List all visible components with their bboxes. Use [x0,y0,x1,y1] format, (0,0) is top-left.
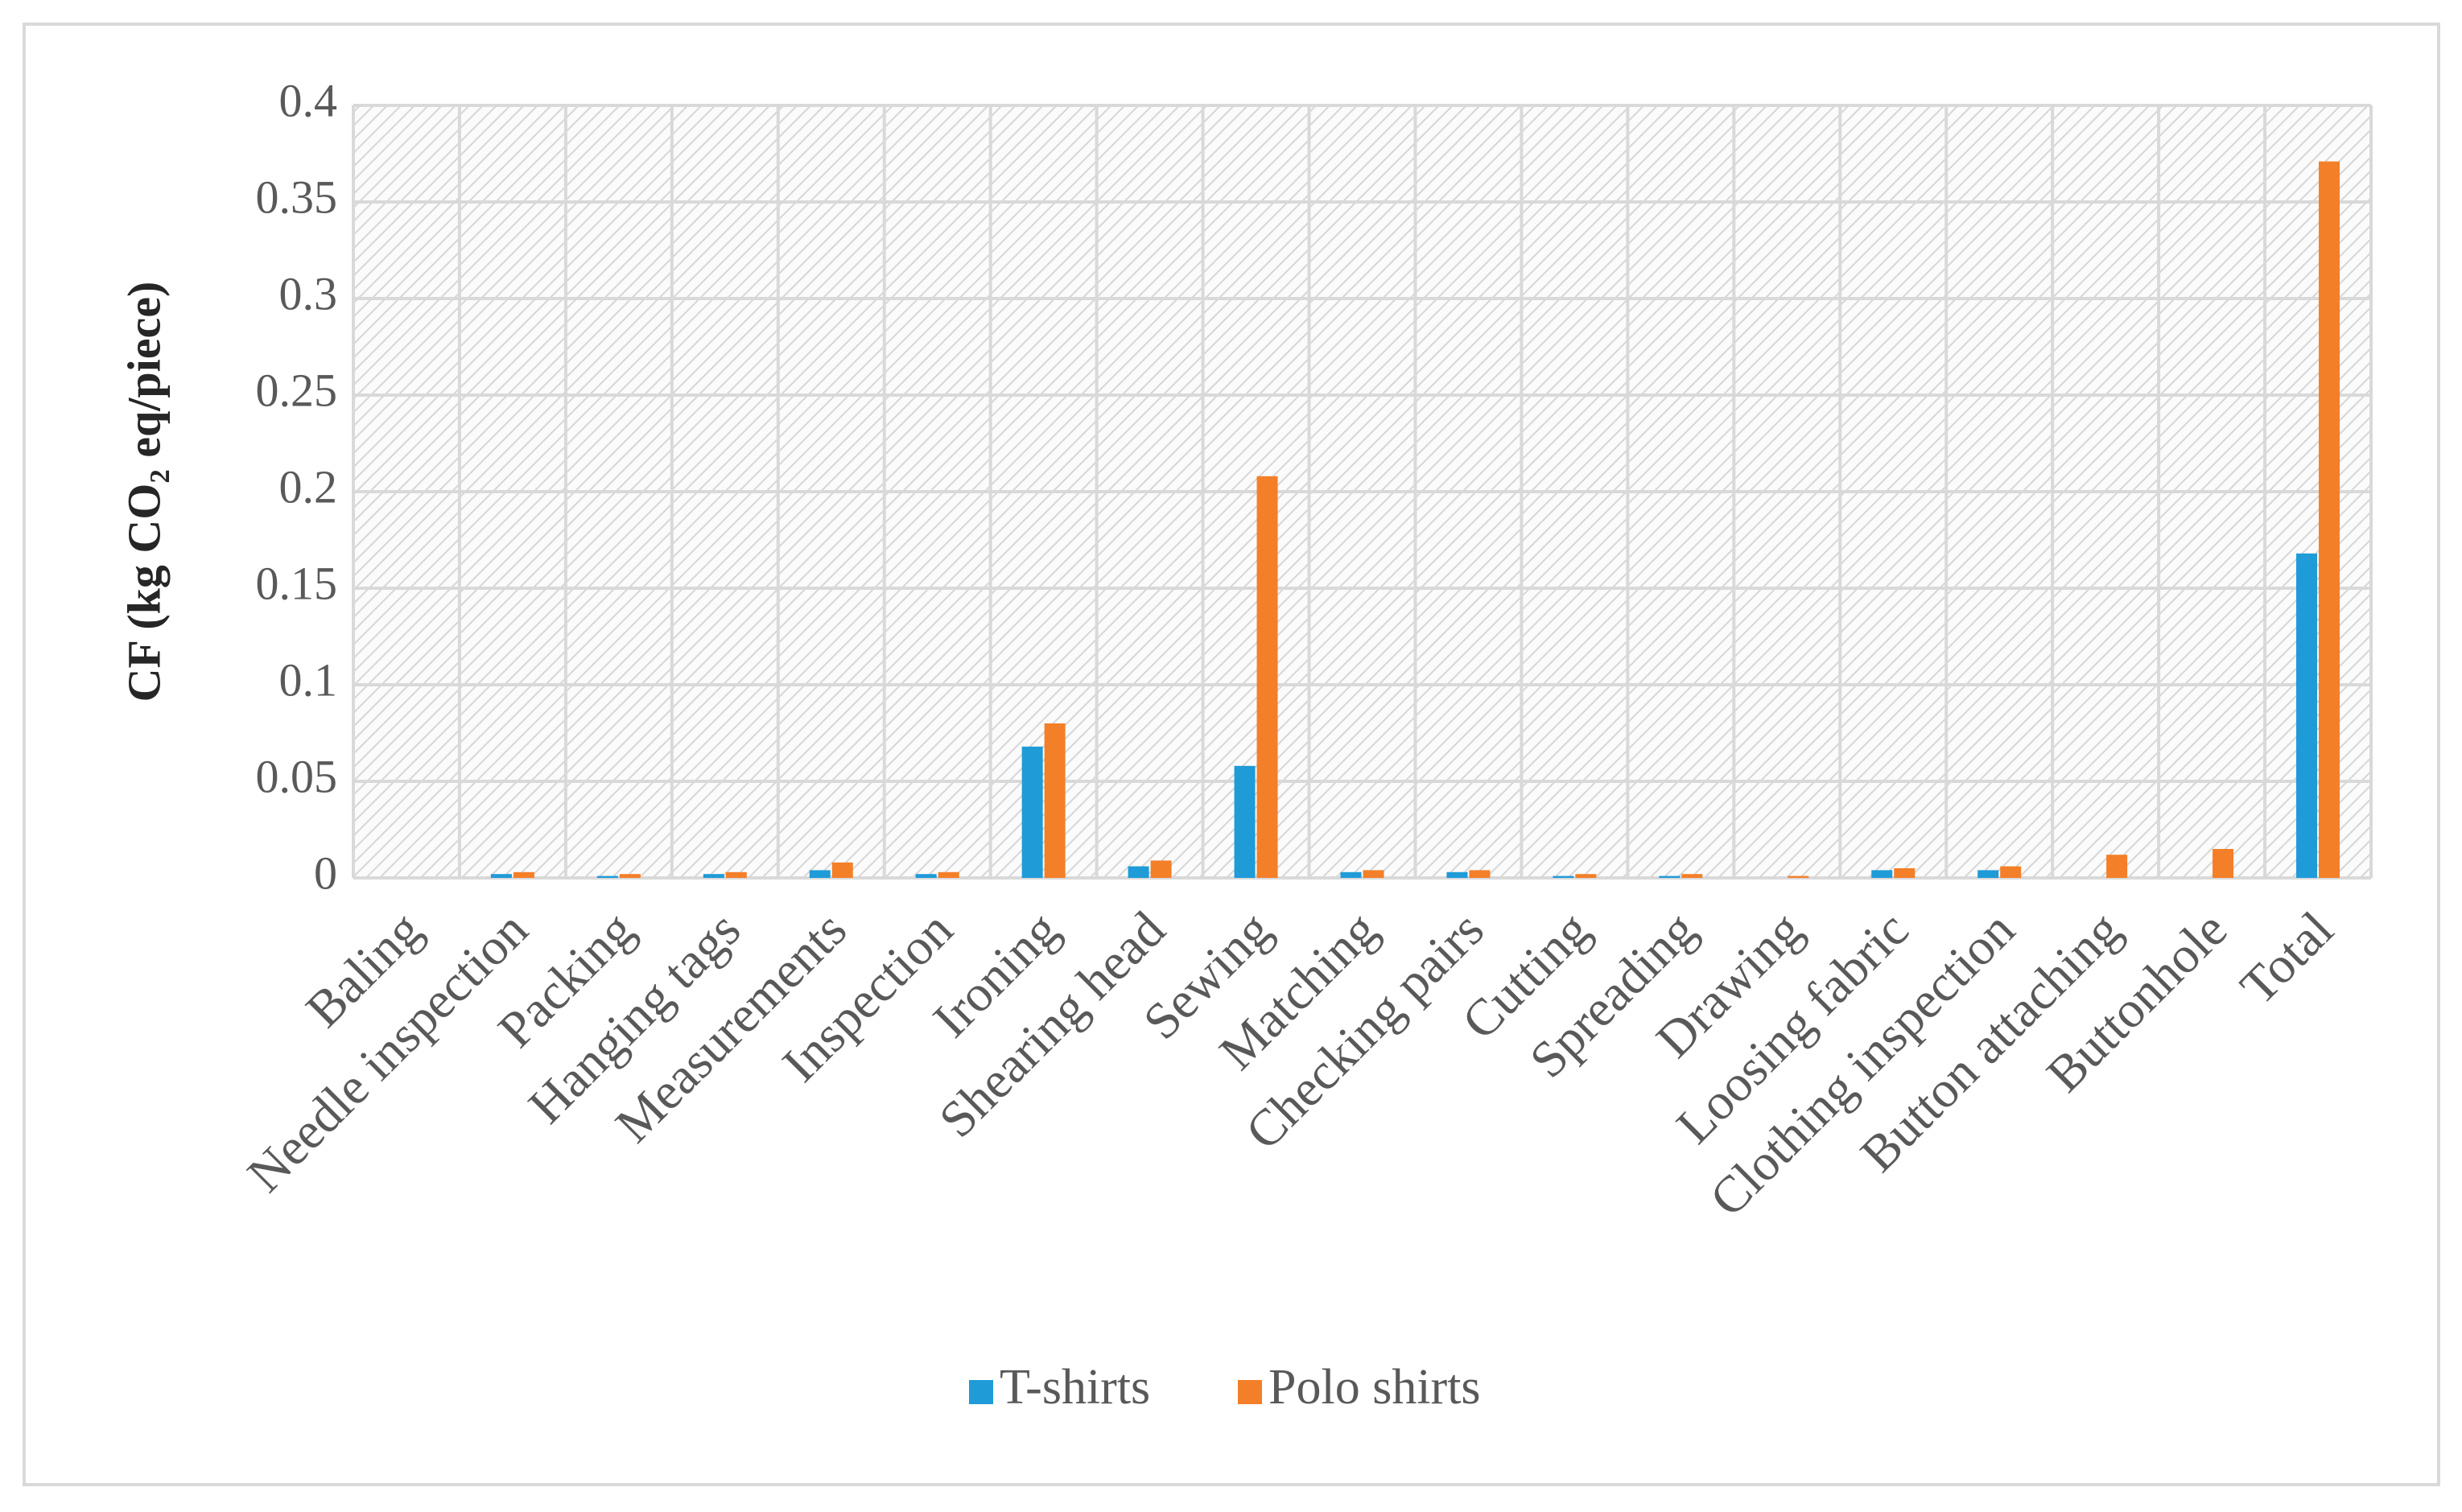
y-tick-label: 0.15 [256,557,338,609]
bar [1128,866,1149,878]
y-tick-label: 0.1 [279,653,338,706]
bar [1446,871,1468,878]
y-tick-label: 0.35 [256,171,338,223]
bar [596,875,618,878]
bar [1894,868,1916,878]
bar [1044,723,1066,878]
bar [831,862,853,878]
y-tick-label: 0 [314,847,337,899]
bar [1977,870,1999,878]
y-tick-label: 0.25 [256,364,338,416]
bar [703,874,724,878]
bar [2296,553,2318,878]
bar [915,874,937,878]
bar [809,870,831,878]
bar [938,871,959,878]
bar [1469,870,1491,878]
bar [490,874,512,878]
y-tick-label: 0.3 [279,267,338,319]
y-tick-label: 0.05 [256,750,338,802]
bar [1575,874,1597,878]
bar [1256,476,1278,878]
bar [2106,855,2128,878]
bar [1553,875,1574,878]
bar [1681,874,1703,878]
bar [2213,849,2234,878]
y-tick-label: 0.2 [279,460,338,513]
bar [1150,860,1172,878]
legend-swatch [1238,1380,1262,1404]
bar [1234,765,1256,878]
y-axis-label: CF (kg CO₂ eq/piece) [118,282,170,702]
bar [619,874,641,878]
bar [1659,875,1681,878]
bar [1788,875,1809,878]
bar [2319,161,2340,879]
bar [725,871,747,878]
bar [1871,870,1893,878]
legend-label: Polo shirts [1268,1360,1481,1415]
bar [2000,866,2022,878]
bar [1363,870,1384,878]
y-tick-label: 0.4 [279,74,338,126]
bar [1021,746,1043,878]
bar [513,871,534,878]
bar [1340,871,1362,878]
legend-swatch [969,1380,993,1404]
legend-label: T-shirts [1000,1360,1150,1415]
